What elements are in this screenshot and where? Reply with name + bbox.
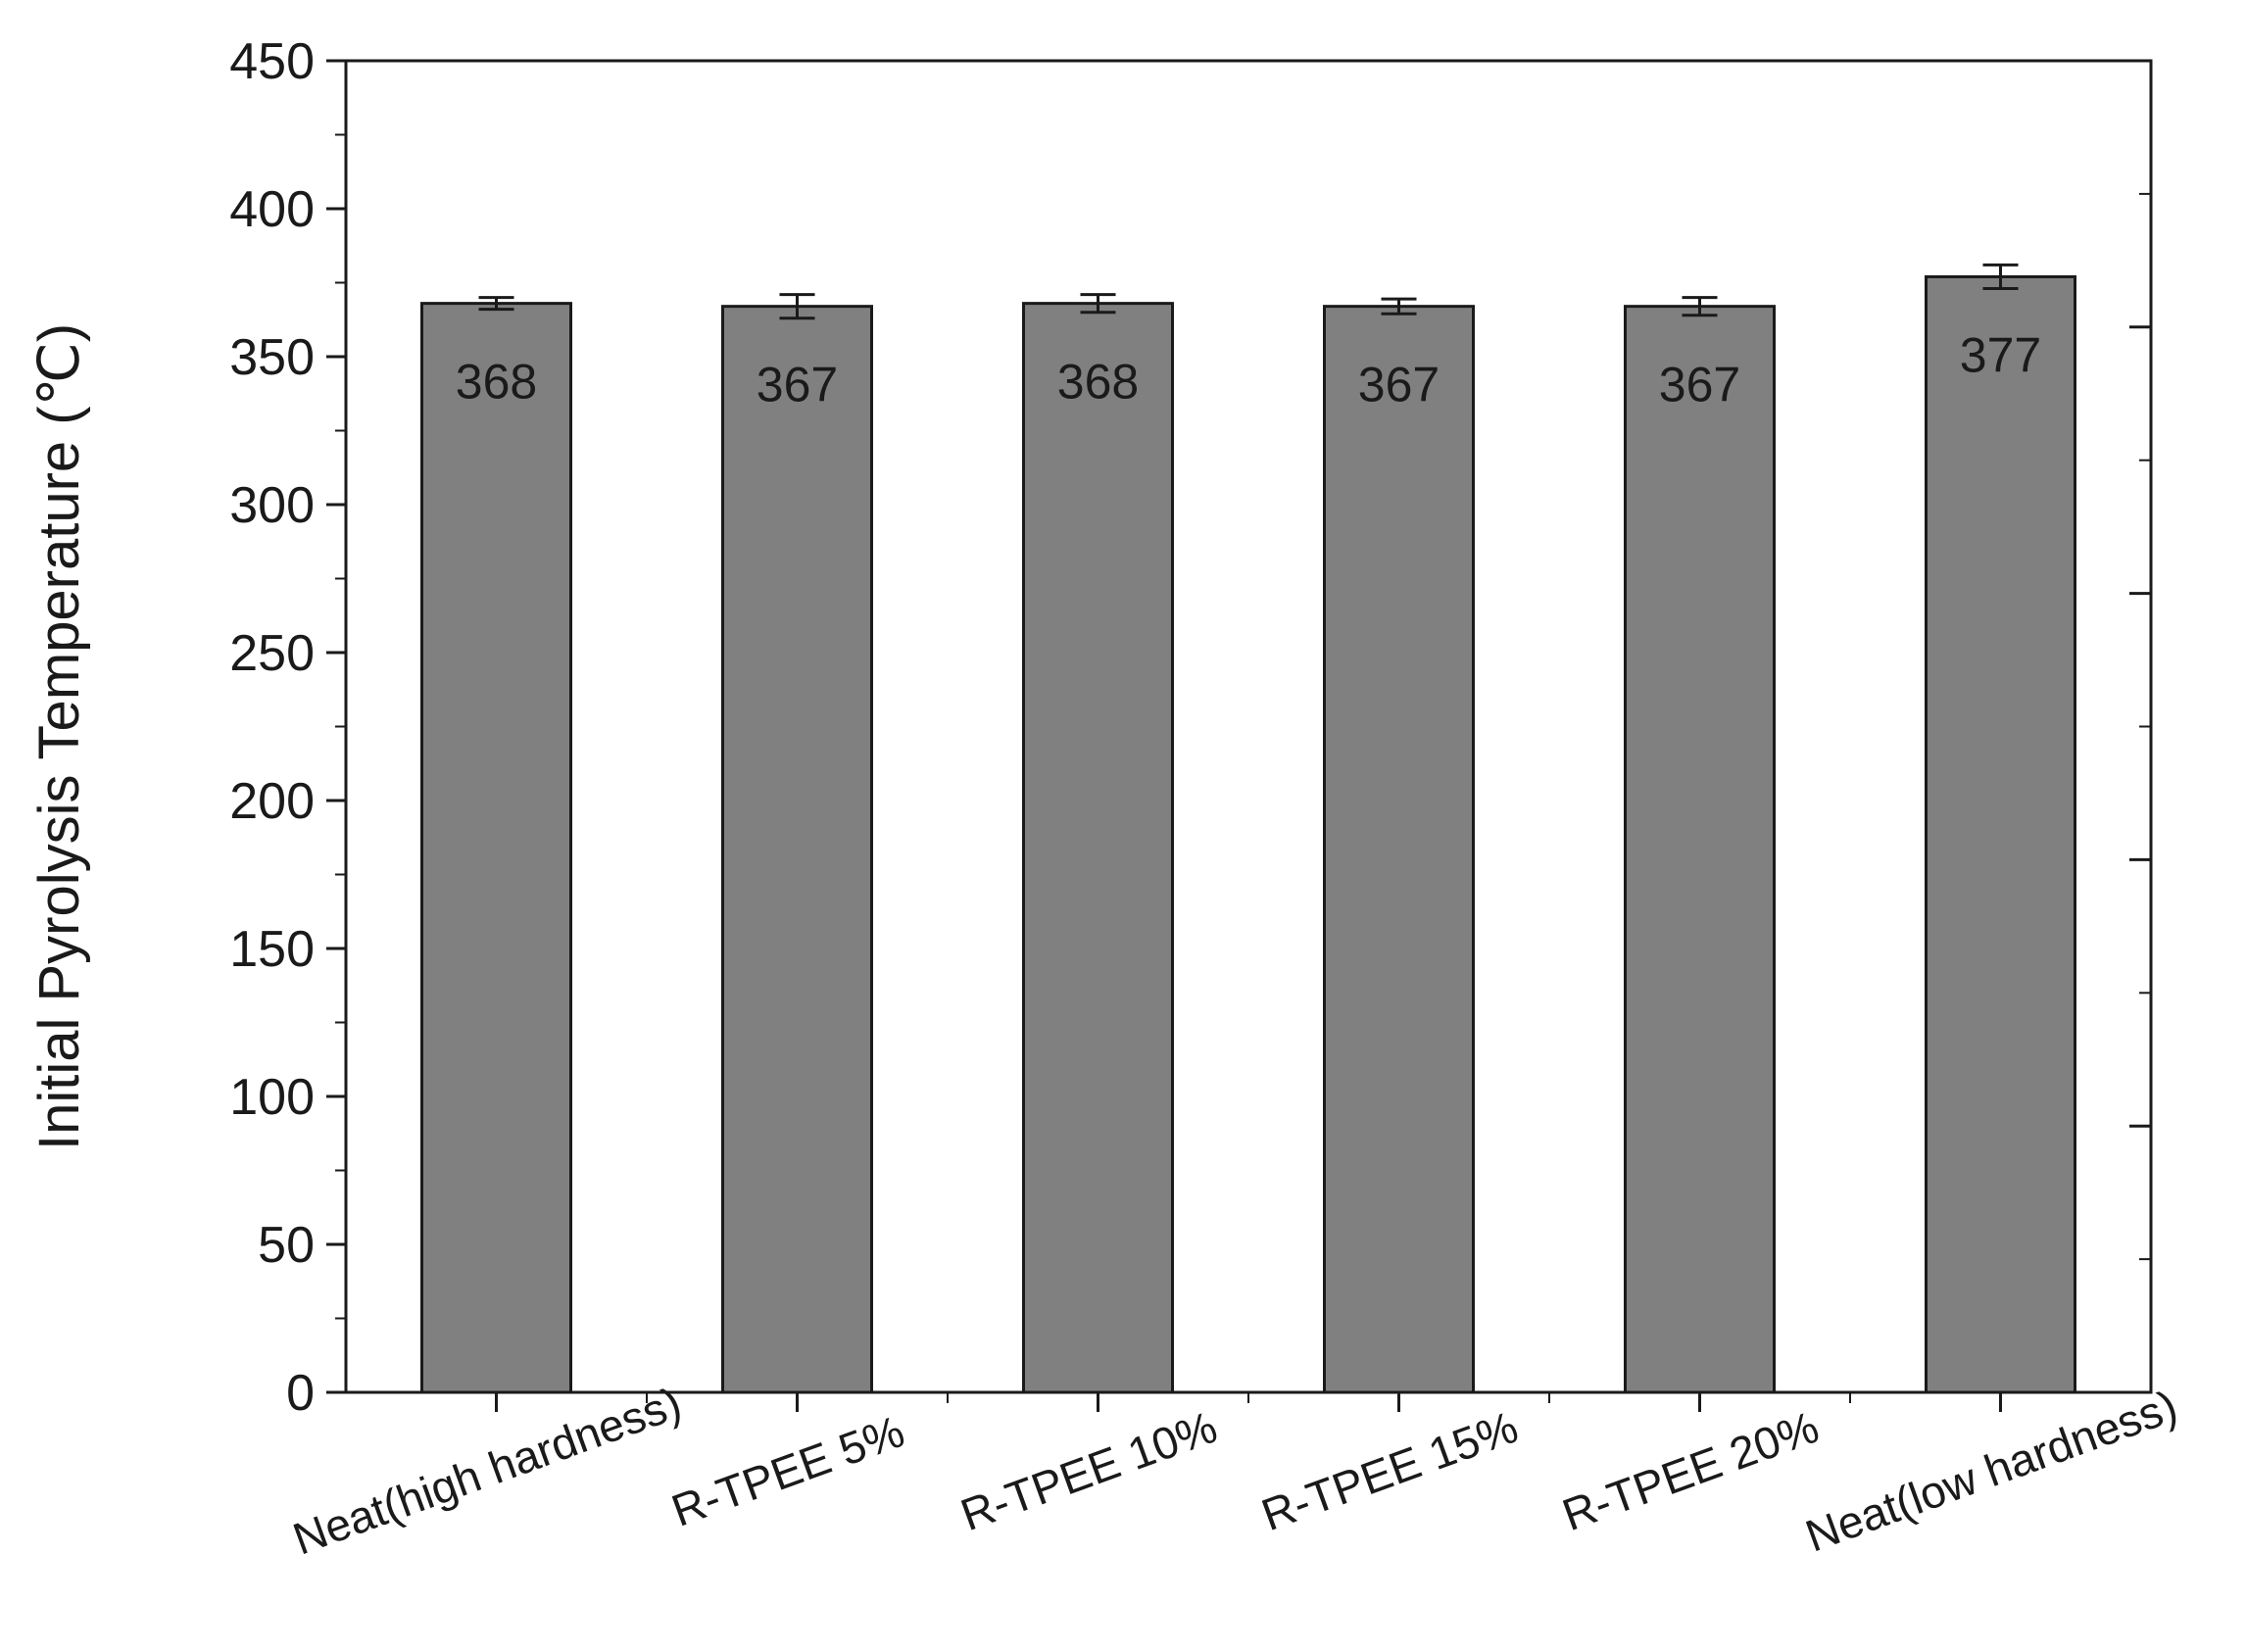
data-label: 377: [1960, 327, 2041, 382]
y-tick-label: 200: [229, 773, 315, 830]
data-label: 367: [1358, 358, 1440, 413]
y-axis: 0 50 100 150 200 250 300 350 400 450: [229, 33, 2151, 1422]
data-labels-layer: 368 367 368 367 367 377: [456, 327, 2041, 412]
y-tick-label: 450: [229, 33, 315, 90]
bar: [420, 302, 572, 1394]
x-axis: Neat(high hardness)R-TPEE 5% R-TPEE 10% R-…: [286, 1377, 2183, 1564]
data-label: 368: [456, 355, 537, 410]
bar: [1022, 302, 1174, 1394]
y-tick-label: 50: [258, 1217, 315, 1274]
y-tick-label: 100: [229, 1069, 315, 1126]
x-tick-label: Neat(low hardness): [1799, 1380, 2184, 1561]
y-tick-label: 400: [229, 181, 315, 238]
x-tick-label: R-TPEE 20%: [1556, 1401, 1826, 1540]
bar: [721, 305, 873, 1394]
error-bars-layer: [478, 263, 2019, 320]
bar: [1925, 274, 2076, 1394]
y-tick-label: 150: [229, 921, 315, 978]
plot-area: [344, 59, 2153, 1394]
y-tick-label: 350: [229, 329, 315, 386]
y-tick-label: 0: [286, 1365, 315, 1422]
x-tick-label: R-TPEE 10%: [954, 1401, 1224, 1540]
x-tick-label: R-TPEE 5%: [665, 1405, 911, 1536]
plot-frame: [344, 59, 2153, 1394]
y-axis-label: Initial Pyrolysis Temperature (℃): [27, 323, 91, 1150]
data-label: 367: [1659, 358, 1740, 413]
y-tick-label: 300: [229, 477, 315, 534]
data-label: 367: [757, 358, 838, 413]
bar: [1624, 305, 1776, 1394]
bars-layer: [420, 274, 2076, 1394]
x-tick-label: R-TPEE 15%: [1255, 1401, 1525, 1540]
x-tick-label: Neat(high hardness): [286, 1377, 687, 1564]
data-label: 368: [1057, 355, 1139, 410]
bar: [1323, 305, 1475, 1394]
y-tick-label: 250: [229, 625, 315, 682]
